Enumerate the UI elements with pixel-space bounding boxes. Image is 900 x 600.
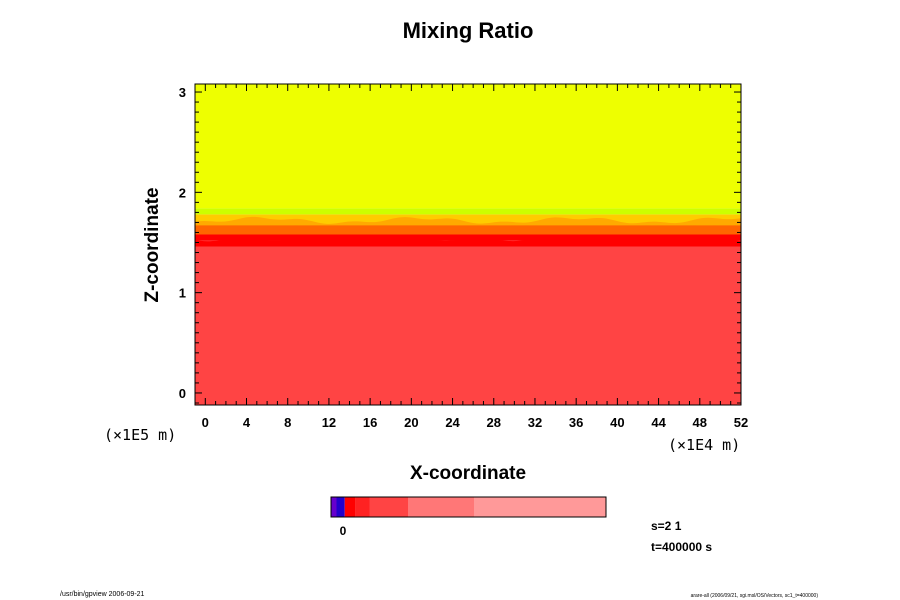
y-tick-label: 3: [179, 85, 186, 100]
y-axis: 0 1 2 3: [179, 85, 741, 404]
colorbar-segment: [331, 497, 337, 517]
colorbar: [331, 497, 606, 517]
boundary-wave-upper: [195, 224, 741, 235]
layer-green-yellow: [195, 208, 741, 215]
y-tick-label: 0: [179, 386, 186, 401]
y-tick-label: 1: [179, 286, 186, 301]
colorbar-segment: [355, 497, 370, 517]
colorbar-frame: [330, 496, 607, 518]
y-scale-label: (×1E5 m): [104, 426, 176, 444]
x-tick-label: 12: [322, 415, 336, 430]
colorbar-segment: [369, 497, 408, 517]
x-tick-label: 4: [243, 415, 251, 430]
boundary-wave: [195, 231, 741, 247]
x-tick-label: 24: [445, 415, 460, 430]
x-tick-label: 16: [363, 415, 377, 430]
layer-red: [195, 232, 741, 241]
layer-yellow: [195, 84, 741, 209]
footer-left: /usr/bin/gpview 2006-09-21: [60, 591, 145, 598]
plot-frame: [194, 83, 742, 406]
colorbar-segment: [408, 497, 474, 517]
footer-right: arare-all (2006/09/21, sgi.msl/OS/Vector…: [691, 593, 819, 599]
x-scale-label: (×1E4 m): [668, 436, 740, 454]
layer-amber: [195, 214, 741, 225]
x-tick-label: 28: [487, 415, 501, 430]
x-tick-label: 44: [651, 415, 666, 430]
plot-area: [195, 84, 741, 405]
y-axis-label: Z-coordinate: [142, 187, 163, 302]
layer-lower-red: [195, 240, 741, 405]
boundary-wave-top: [195, 216, 741, 226]
time-annotation: t=400000 s: [651, 540, 712, 554]
y-tick-label: 2: [179, 185, 186, 200]
colorbar-segment: [474, 497, 606, 517]
colorbar-tick-label: 0: [340, 524, 347, 538]
colorbar-segment: [344, 497, 356, 517]
colorbar-segment: [336, 497, 345, 517]
x-tick-label: 0: [202, 415, 209, 430]
x-axis-label: X-coordinate: [410, 463, 526, 484]
x-tick-label: 40: [610, 415, 624, 430]
x-tick-label: 32: [528, 415, 542, 430]
x-tick-label: 20: [404, 415, 418, 430]
chart-title: Mixing Ratio: [403, 18, 534, 43]
x-tick-label: 52: [734, 415, 748, 430]
x-tick-label: 36: [569, 415, 583, 430]
x-axis: 0 4 8 12 16 20 24 28 32 36 40 44 48 52: [194, 84, 748, 430]
x-tick-label: 8: [284, 415, 291, 430]
x-tick-label: 48: [693, 415, 707, 430]
step-annotation: s=2 1: [651, 519, 682, 533]
